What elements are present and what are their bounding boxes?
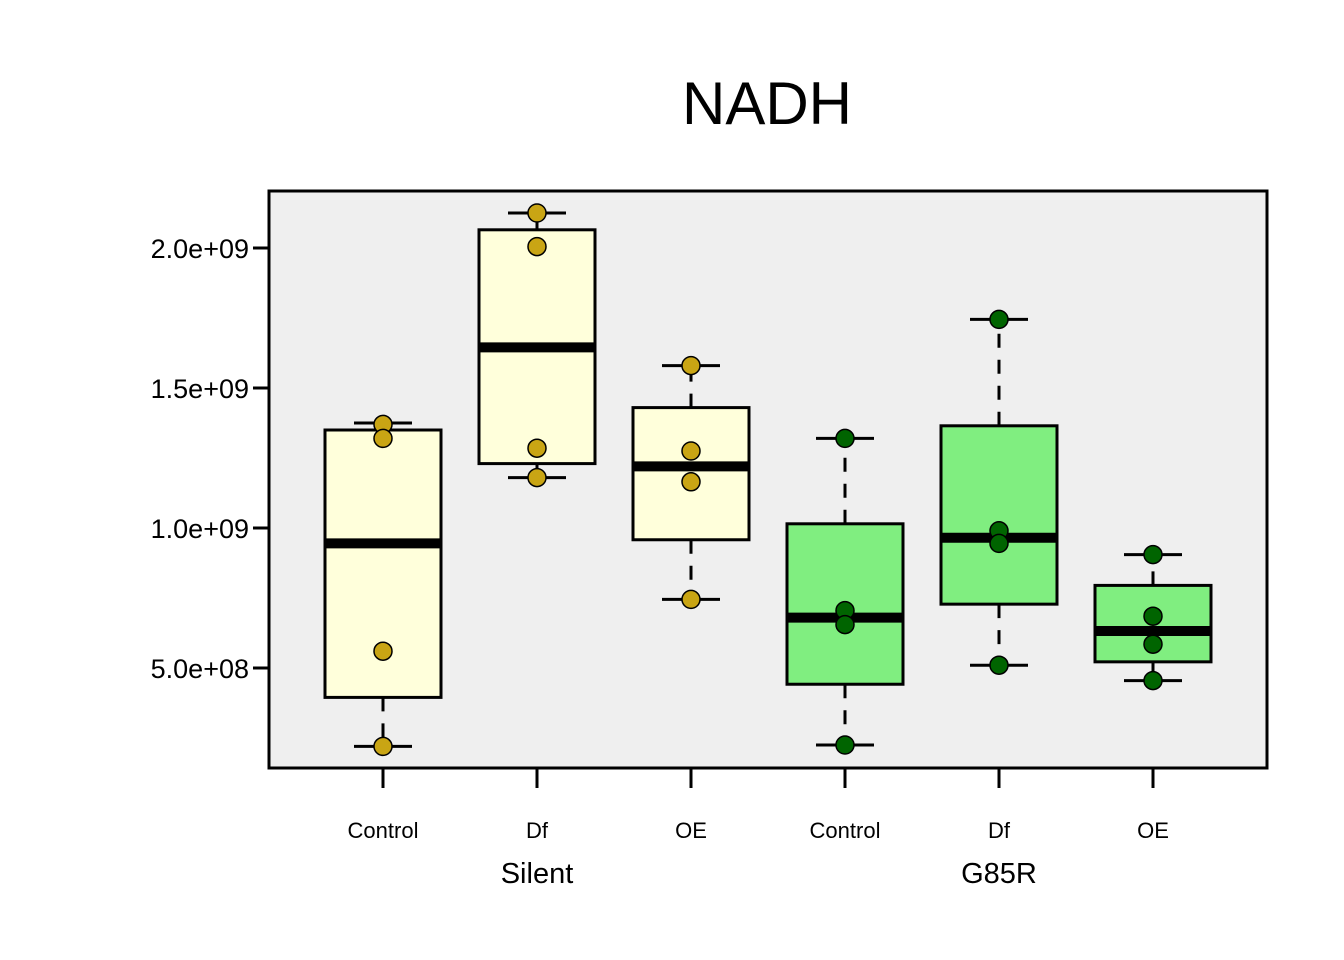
x-tick-label: Df bbox=[988, 818, 1011, 843]
x-tick-label: Df bbox=[526, 818, 549, 843]
x-tick-label: Control bbox=[348, 818, 419, 843]
data-point bbox=[989, 309, 1009, 330]
data-point bbox=[681, 472, 701, 492]
box-5 bbox=[1093, 544, 1213, 691]
y-tick-label: 1.5e+09 bbox=[151, 374, 249, 404]
boxes-layer bbox=[323, 203, 1213, 757]
data-point bbox=[527, 467, 547, 488]
box-4 bbox=[939, 309, 1059, 675]
data-point bbox=[835, 735, 855, 755]
data-point bbox=[681, 355, 701, 376]
data-point bbox=[1143, 670, 1163, 691]
x-tick-label: OE bbox=[675, 818, 707, 843]
data-point bbox=[835, 614, 855, 635]
chart-title: NADH bbox=[682, 70, 852, 137]
y-tick-label: 1.0e+09 bbox=[151, 514, 249, 544]
group-label: Silent bbox=[501, 858, 574, 890]
data-point bbox=[989, 655, 1009, 675]
data-point bbox=[1143, 544, 1163, 565]
box-iqr bbox=[939, 424, 1059, 606]
box-iqr bbox=[631, 406, 751, 542]
data-point bbox=[527, 438, 547, 458]
y-axis: 5.0e+08 1.0e+09 1.5e+09 2.0e+09 bbox=[151, 234, 269, 684]
data-point bbox=[527, 203, 547, 223]
data-point bbox=[373, 641, 393, 661]
box-1 bbox=[477, 203, 597, 488]
data-point bbox=[527, 236, 547, 257]
data-point bbox=[1143, 634, 1163, 654]
y-tick-label: 5.0e+08 bbox=[151, 654, 249, 684]
data-point bbox=[373, 736, 393, 757]
data-point bbox=[681, 589, 701, 610]
x-tick-label: Control bbox=[810, 818, 881, 843]
box-0 bbox=[323, 414, 443, 757]
data-point bbox=[373, 428, 393, 449]
data-point bbox=[681, 441, 701, 461]
box-2 bbox=[631, 355, 751, 610]
group-label: G85R bbox=[961, 858, 1037, 890]
data-point bbox=[989, 533, 1009, 554]
data-point bbox=[835, 428, 855, 449]
y-tick-label: 2.0e+09 bbox=[151, 234, 249, 264]
data-point bbox=[1143, 606, 1163, 626]
box-3 bbox=[785, 428, 905, 755]
x-axis: Control Df OE Control Df OE Silent G85R bbox=[348, 768, 1169, 890]
x-tick-label: OE bbox=[1137, 818, 1169, 843]
